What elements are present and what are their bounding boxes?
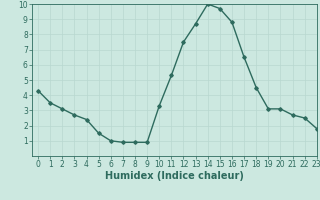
X-axis label: Humidex (Indice chaleur): Humidex (Indice chaleur) <box>105 171 244 181</box>
